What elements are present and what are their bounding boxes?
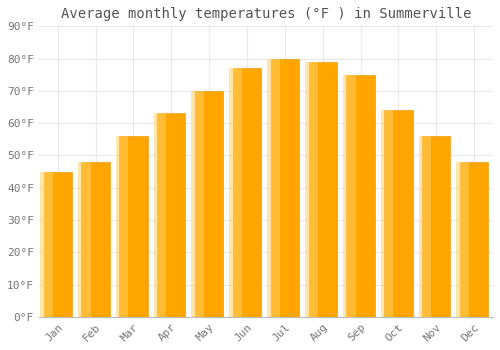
Bar: [422, 136, 450, 317]
Bar: [380, 110, 394, 317]
Bar: [233, 68, 261, 317]
Bar: [343, 75, 355, 317]
Bar: [154, 113, 166, 317]
Bar: [308, 62, 337, 317]
Bar: [267, 58, 280, 317]
Bar: [418, 136, 432, 317]
Bar: [44, 172, 72, 317]
Bar: [195, 91, 224, 317]
Bar: [270, 58, 299, 317]
Bar: [460, 162, 488, 317]
Bar: [157, 113, 186, 317]
Bar: [78, 162, 90, 317]
Bar: [40, 172, 53, 317]
Title: Average monthly temperatures (°F ) in Summerville: Average monthly temperatures (°F ) in Su…: [60, 7, 471, 21]
Bar: [116, 136, 128, 317]
Bar: [346, 75, 375, 317]
Bar: [230, 68, 242, 317]
Bar: [82, 162, 110, 317]
Bar: [192, 91, 204, 317]
Bar: [456, 162, 469, 317]
Bar: [384, 110, 412, 317]
Bar: [305, 62, 318, 317]
Bar: [119, 136, 148, 317]
